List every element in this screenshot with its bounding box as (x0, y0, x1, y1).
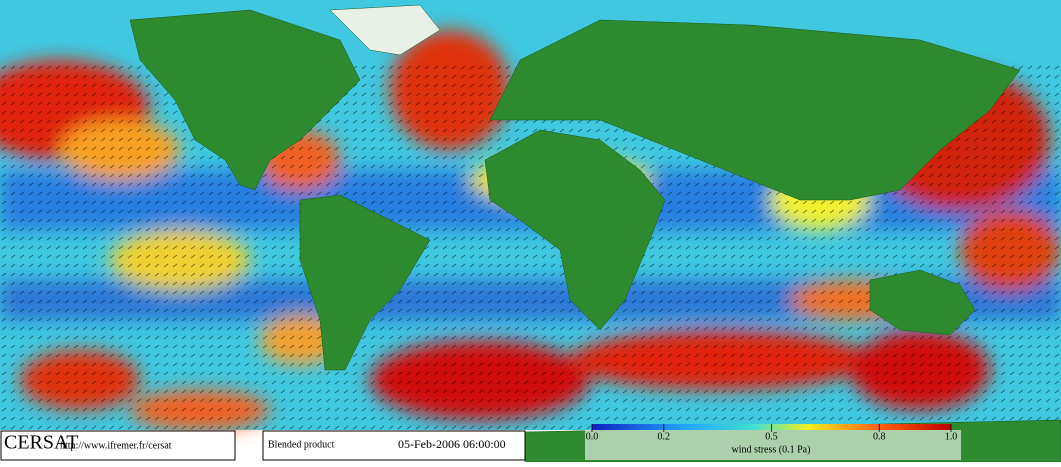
colorbar-tick-label: 0.2 (658, 431, 671, 442)
url: http://www.ifremer.fr/cersat (60, 440, 172, 451)
date: 05-Feb-2006 06:00:00 (398, 437, 506, 451)
logo-box (0, 430, 236, 461)
colorbar-tick-label: 0.0 (586, 431, 599, 442)
land (129, 4, 1061, 463)
colorbar-tick-label: 1.0 (945, 431, 958, 442)
info-box (262, 430, 526, 461)
colorbar-label: wind stress (0.1 Pa) (732, 444, 811, 455)
colorbar-tick-label: 0.5 (765, 431, 778, 442)
footer: CERSAT http://www.ifremer.fr/cersat Blen… (0, 424, 961, 461)
colorbar-tick-label: 0.8 (873, 431, 886, 442)
logo: CERSAT (4, 432, 78, 454)
product: Blended product (268, 439, 335, 450)
